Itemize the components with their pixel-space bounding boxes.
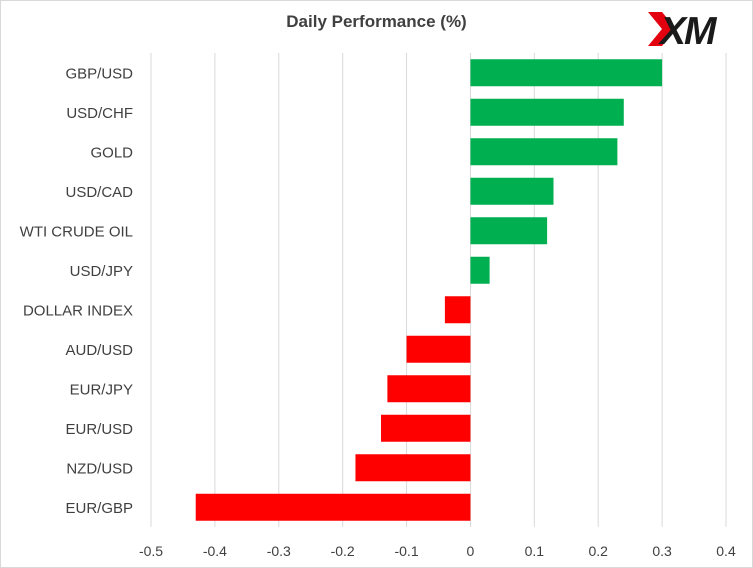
x-tick-label: -0.1 xyxy=(394,543,418,559)
category-label: USD/CHF xyxy=(66,105,133,122)
x-tick-label: 0.3 xyxy=(652,543,672,559)
x-tick-label: 0.1 xyxy=(525,543,545,559)
category-label: EUR/JPY xyxy=(70,381,133,398)
bar-usd-jpy xyxy=(470,256,490,284)
bar-wti-crude-oil xyxy=(470,217,548,245)
category-label: DOLLAR INDEX xyxy=(23,302,133,319)
bars xyxy=(195,59,663,521)
bar-gbp-usd xyxy=(470,59,663,87)
gridlines xyxy=(150,53,727,527)
category-label: WTI CRUDE OIL xyxy=(20,223,133,240)
x-tick-label: -0.5 xyxy=(139,543,163,559)
category-label: NZD/USD xyxy=(66,460,133,477)
chart-title: Daily Performance (%) xyxy=(286,12,467,31)
category-label: USD/JPY xyxy=(70,263,133,280)
category-labels: GBP/USD USD/CHF GOLD USD/CAD WTI CRUDE OIL US… xyxy=(20,65,134,517)
x-tick-label: 0.2 xyxy=(588,543,608,559)
bar-eur-usd xyxy=(381,414,471,442)
bar-gold xyxy=(470,138,618,166)
bar-aud-usd xyxy=(406,335,471,363)
bar-nzd-usd xyxy=(355,454,471,482)
bar-eur-jpy xyxy=(387,375,471,403)
xm-logo-text: XM xyxy=(658,10,718,50)
category-label: GBP/USD xyxy=(65,65,133,82)
x-tick-label: -0.2 xyxy=(331,543,355,559)
x-tick-label: 0.4 xyxy=(716,543,736,559)
x-tick-label: 0 xyxy=(467,543,475,559)
category-label: GOLD xyxy=(90,144,133,161)
bar-usd-chf xyxy=(470,98,624,126)
xm-logo: XM xyxy=(648,10,720,50)
category-label: AUD/USD xyxy=(65,342,133,359)
bar-eur-gbp xyxy=(195,493,471,521)
xm-logo-accent xyxy=(648,12,676,46)
category-label: EUR/GBP xyxy=(65,500,133,517)
category-label: USD/CAD xyxy=(65,184,133,201)
x-tick-label: -0.4 xyxy=(203,543,227,559)
x-tick-label: -0.3 xyxy=(267,543,291,559)
category-label: EUR/USD xyxy=(65,421,133,438)
bar-usd-cad xyxy=(470,177,554,205)
x-tick-labels: -0.5 -0.4 -0.3 -0.2 -0.1 0 0.1 0.2 0.3 0.4 xyxy=(139,543,736,559)
bar-dollar-index xyxy=(444,296,471,324)
